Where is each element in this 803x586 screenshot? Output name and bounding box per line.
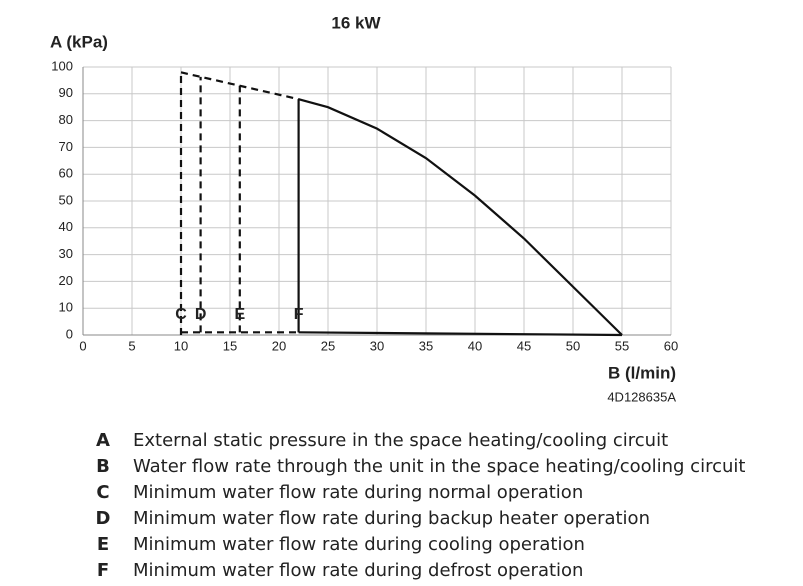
x-tick-label: 5: [128, 338, 135, 353]
x-tick-label: 0: [79, 338, 86, 353]
chart-title: 16 kW: [331, 13, 381, 32]
line-series: [180, 71, 299, 101]
legend-text: Water flow rate through the unit in the …: [133, 456, 745, 477]
y-tick-label: 80: [59, 112, 73, 127]
x-tick-label: 50: [566, 338, 580, 353]
x-tick-label: 10: [174, 338, 188, 353]
x-tick-label: 15: [223, 338, 237, 353]
y-tick-label: 20: [59, 273, 73, 288]
x-axis-label: B (l/min): [608, 363, 676, 382]
x-tick-label: 55: [615, 338, 629, 353]
y-tick-label: 90: [59, 85, 73, 100]
legend-text: Minimum water flow rate during defrost o…: [133, 560, 583, 581]
x-tick-label: 30: [370, 338, 384, 353]
y-tick-label: 10: [59, 300, 73, 315]
legend-key: B: [96, 456, 110, 477]
x-tick-label: 20: [272, 338, 286, 353]
figure-code: 4D128635A: [607, 389, 676, 404]
line-series: [298, 98, 623, 336]
legend-text: Minimum water flow rate during normal op…: [133, 482, 583, 503]
legend-text: Minimum water flow rate during backup he…: [133, 508, 650, 529]
line-series: [298, 331, 623, 337]
annotation: D: [195, 306, 207, 323]
y-tick-label: 60: [59, 166, 73, 181]
x-tick-label: 60: [664, 338, 678, 353]
legend-key: E: [97, 534, 109, 555]
y-tick-label: 70: [59, 139, 73, 154]
annotation: E: [234, 306, 245, 323]
x-tick-label: 45: [517, 338, 531, 353]
x-tick-label: 25: [321, 338, 335, 353]
x-tick-label: 35: [419, 338, 433, 353]
y-tick-label: 50: [59, 192, 73, 207]
y-tick-label: 100: [51, 58, 73, 73]
legend-key: F: [97, 560, 109, 581]
x-tick-label: 40: [468, 338, 482, 353]
y-axis-label: A (kPa): [50, 32, 108, 51]
legend-key: C: [96, 482, 109, 503]
annotation: F: [294, 306, 304, 323]
y-tick-label: 0: [66, 326, 73, 341]
y-tick-label: 40: [59, 219, 73, 234]
legend-text: Minimum water flow rate during cooling o…: [133, 534, 585, 555]
legend-key: A: [96, 430, 110, 451]
legend-key: D: [96, 508, 111, 529]
annotation: C: [175, 306, 187, 323]
y-tick-label: 30: [59, 246, 73, 261]
legend-text: External static pressure in the space he…: [133, 430, 668, 451]
